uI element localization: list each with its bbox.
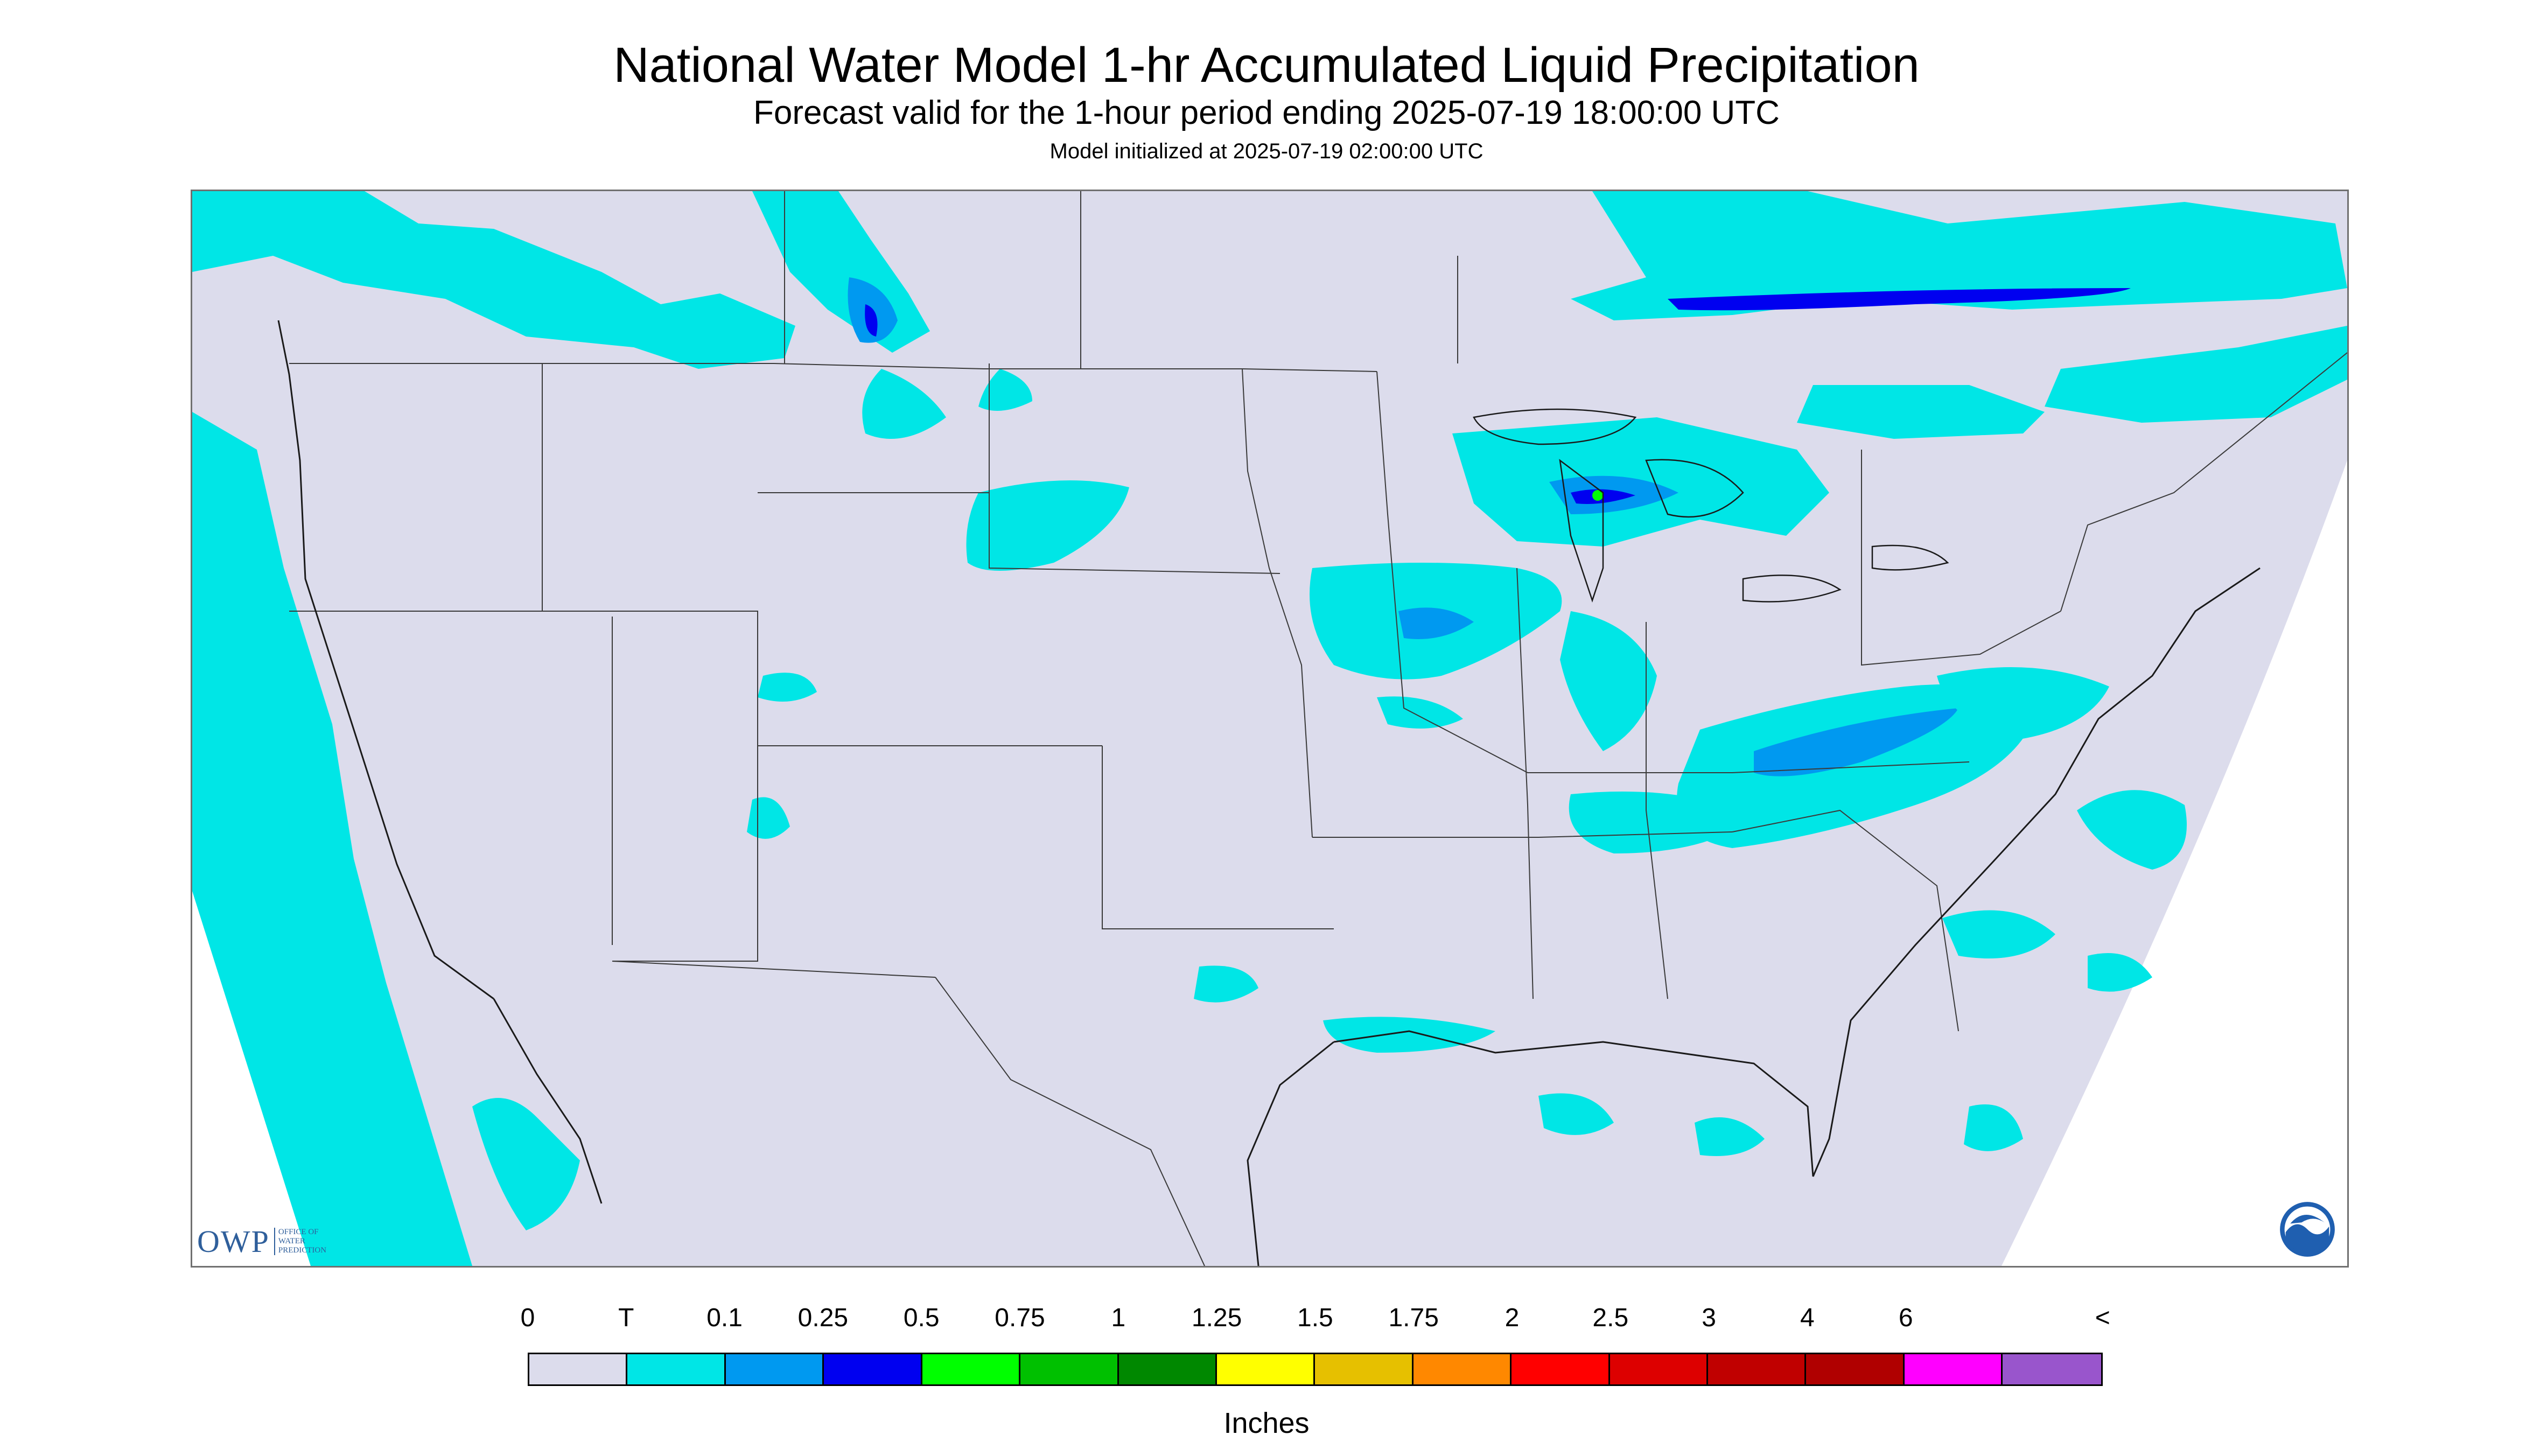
precip-ohio-core <box>1754 708 1958 776</box>
legend-swatch <box>627 1354 726 1384</box>
owp-tagline: Office of Water Prediction <box>274 1227 338 1255</box>
legend-label: 4 <box>1800 1304 1815 1332</box>
map-canvas <box>192 191 2347 1266</box>
precip-quebec <box>2045 326 2347 423</box>
precip-iowa-core <box>1398 607 1474 639</box>
owp-mark: OWP <box>197 1223 270 1259</box>
precip-colorado <box>758 673 817 702</box>
legend-label: T <box>618 1304 634 1332</box>
precip-missouri <box>1377 696 1463 729</box>
precip-atlantic-3 <box>2088 953 2152 992</box>
precip-gulf-2 <box>1695 1117 1765 1156</box>
precip-pacific-2 <box>192 590 472 1266</box>
legend-label: 1.5 <box>1297 1304 1333 1332</box>
owp-logo: OWP Office of Water Prediction <box>197 1222 369 1260</box>
model-domain <box>192 191 2347 1266</box>
legend-swatch <box>922 1354 1021 1384</box>
legend-label: 2.5 <box>1592 1304 1629 1332</box>
legend-swatch <box>529 1354 628 1384</box>
precip-gulf-coast <box>1323 1017 1495 1053</box>
precip-atlantic-1 <box>2077 790 2187 870</box>
legend-label: 1 <box>1111 1304 1126 1332</box>
legend-label: 0.75 <box>995 1304 1045 1332</box>
precip-montana <box>862 369 946 439</box>
precip-canada-ne <box>1571 191 2347 320</box>
precip-canada-ne-band <box>1668 288 2131 311</box>
legend-label: 2 <box>1505 1304 1520 1332</box>
legend-label: 0.5 <box>903 1304 940 1332</box>
legend-label: 6 <box>1898 1304 1913 1332</box>
precip-virginia-coast <box>1937 667 2109 740</box>
legend-swatch <box>1610 1354 1709 1384</box>
legend-swatch <box>1020 1354 1119 1384</box>
forecast-valid-subtitle: Forecast valid for the 1-hour period end… <box>753 94 1780 131</box>
boundaries <box>289 191 2347 1266</box>
noaa-logo-icon <box>2280 1202 2335 1257</box>
precip-indiana <box>1560 611 1657 751</box>
legend-label: 1.75 <box>1388 1304 1439 1332</box>
legend-labels: 0 T 0.1 0.25 0.5 0.75 1 1.25 1.5 1.75 2 2.5 3 4 6 < <box>0 1302 2533 1340</box>
legend-label: 3 <box>1702 1304 1716 1332</box>
great-lakes <box>1473 408 1949 603</box>
precip-ontario <box>1797 385 2045 439</box>
legend-colorbar <box>528 1353 2103 1386</box>
precip-cluster-saskatchewan-core <box>865 304 878 337</box>
precip-atlantic-4 <box>1964 1104 2023 1151</box>
legend-swatch <box>1708 1354 1807 1384</box>
legend-swatch <box>1512 1354 1610 1384</box>
legend-swatch <box>725 1354 824 1384</box>
model-init-text: Model initialized at 2025-07-19 02:00:00… <box>1049 139 1484 163</box>
legend-swatch <box>1216 1354 1316 1384</box>
coastlines <box>277 320 2261 1266</box>
legend-label: 0 <box>520 1304 535 1332</box>
legend-label: 0.1 <box>706 1304 743 1332</box>
precip-texas-panhandle <box>1194 965 1258 1003</box>
legend-swatch <box>1315 1354 1414 1384</box>
legend-label: 1.25 <box>1191 1304 1242 1332</box>
precip-pacific <box>192 412 472 1266</box>
legend-swatch <box>1904 1354 2003 1384</box>
legend-swatch <box>824 1354 922 1384</box>
legend-swatch <box>1118 1354 1217 1384</box>
precip-gulf-1 <box>1538 1093 1614 1135</box>
legend-units: Inches <box>1223 1407 1310 1439</box>
precip-heavy-cell <box>1592 490 1603 501</box>
precip-canada-nw <box>192 191 795 369</box>
precip-southdakota <box>966 480 1129 571</box>
legend-label: < <box>2095 1304 2110 1332</box>
precip-atlantic-2 <box>1942 910 2055 958</box>
precip-mexico-sw <box>472 1098 580 1230</box>
map-title: National Water Model 1-hr Accumulated Li… <box>613 38 1920 93</box>
legend-swatch <box>2003 1354 2101 1384</box>
legend-swatch <box>1806 1354 1905 1384</box>
precipitation-map <box>191 190 2349 1268</box>
legend-swatch <box>1413 1354 1512 1384</box>
precip-ohio-valley <box>1677 684 2034 848</box>
precip-tennessee <box>1569 792 1754 853</box>
legend-label: 0.25 <box>797 1304 849 1332</box>
precip-northdakota <box>978 369 1032 411</box>
